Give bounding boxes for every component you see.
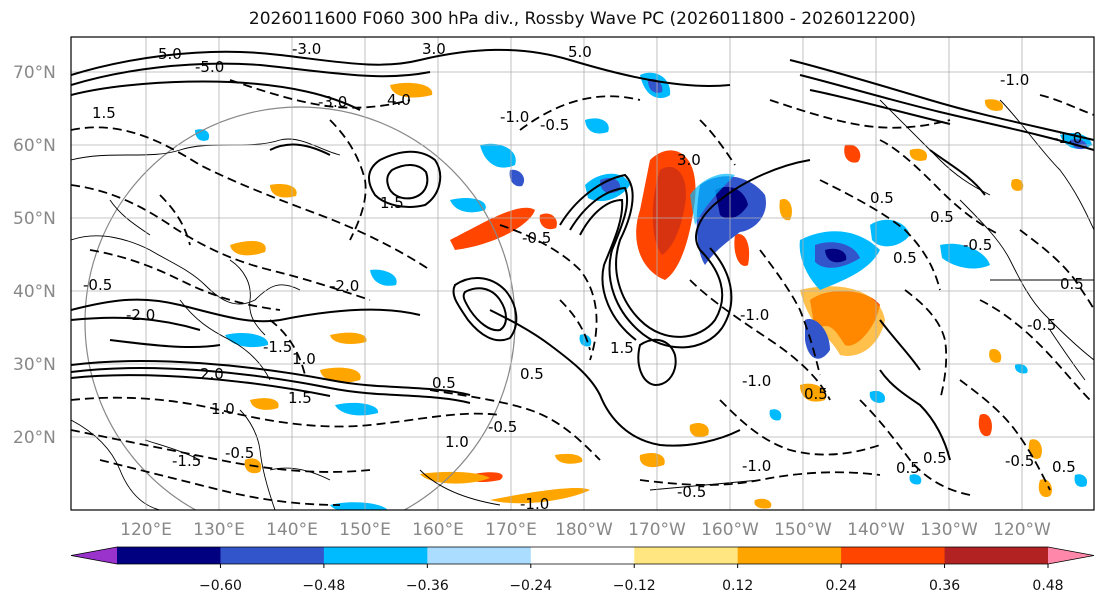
svg-text:-0.5: -0.5: [522, 229, 551, 247]
colorbar-tick-label: 0.48: [1032, 578, 1063, 594]
lat-label: 20°N: [13, 428, 56, 448]
svg-text:4.0: 4.0: [387, 91, 411, 109]
colorbar-segment: [117, 547, 221, 564]
lon-label: 130°W: [920, 520, 978, 540]
lon-label: 130°E: [193, 520, 245, 540]
colorbar-segment: [220, 547, 325, 564]
lon-label: 150°E: [339, 520, 391, 540]
lon-label: 140°E: [266, 520, 318, 540]
colorbar-tick-label: 0.24: [826, 578, 857, 594]
svg-text:-0.5: -0.5: [1005, 452, 1034, 470]
map-panel: [71, 37, 1094, 510]
svg-text:0.5: 0.5: [923, 449, 947, 467]
svg-text:-3.0: -3.0: [318, 93, 347, 111]
svg-text:0.5: 0.5: [896, 459, 920, 477]
colorbar-segment: [427, 547, 532, 564]
svg-text:0.5: 0.5: [1052, 458, 1076, 476]
svg-text:-1.0: -1.0: [1053, 129, 1082, 147]
svg-text:3.0: 3.0: [677, 151, 701, 169]
lat-label: 30°N: [13, 355, 56, 375]
colorbar-tick-label: −0.48: [302, 578, 345, 594]
colorbar-extend-low: [71, 547, 117, 564]
svg-text:-1.0: -1.0: [520, 495, 549, 513]
colorbar-segment: [323, 547, 428, 564]
lat-label: 60°N: [13, 136, 56, 156]
svg-text:-1.0: -1.0: [740, 306, 769, 324]
map-frame: [70, 36, 1095, 511]
svg-text:0.5: 0.5: [893, 249, 917, 267]
graticule: [71, 37, 1094, 510]
svg-text:0.5: 0.5: [1060, 275, 1084, 293]
colorbar-tick-label: 0.12: [722, 578, 753, 594]
svg-text:-0.5: -0.5: [677, 483, 706, 501]
colorbar-extend-high: [1048, 547, 1094, 564]
svg-text:-0.5: -0.5: [83, 276, 112, 294]
lat-label: 40°N: [13, 282, 56, 302]
svg-text:0.5: 0.5: [930, 208, 954, 226]
svg-text:-1.0: -1.0: [742, 457, 771, 475]
lon-label: 120°E: [120, 520, 172, 540]
svg-text:-1.0: -1.0: [742, 372, 771, 390]
colorbar: [70, 546, 1095, 565]
svg-text:-0.5: -0.5: [540, 116, 569, 134]
colorbar-tick-label: 0.36: [929, 578, 960, 594]
colorbar-ticks: −0.60 −0.48 −0.36 −0.24 −0.12 0.12 0.24 0.36 0.4…: [199, 564, 1064, 594]
lon-label: 160°E: [412, 520, 464, 540]
colorbar-segment: [737, 547, 842, 564]
svg-text:3.0: 3.0: [422, 40, 446, 58]
positive-contours: [71, 48, 1094, 461]
svg-text:-2.0: -2.0: [330, 277, 359, 295]
svg-text:-1.5: -1.5: [263, 338, 292, 356]
contour-labels: 5.0 -3.0 3.0 5.0 -5.0 4.0 1.5 -3.0 -1.0 …: [83, 40, 1084, 513]
svg-text:0.5: 0.5: [804, 385, 828, 403]
colorbar-segment: [944, 547, 1049, 564]
svg-text:0.5: 0.5: [520, 365, 544, 383]
svg-text:5.0: 5.0: [568, 43, 592, 61]
colorbar-segment: [530, 547, 635, 564]
colorbar-tick-label: −0.60: [199, 578, 242, 594]
svg-text:-1.0: -1.0: [500, 108, 529, 126]
colorbar-segment: [841, 547, 946, 564]
svg-text:0.5: 0.5: [870, 189, 894, 207]
lat-label: 50°N: [13, 209, 56, 229]
svg-text:-1.5: -1.5: [172, 452, 201, 470]
lon-label: 160°W: [701, 520, 759, 540]
svg-text:-1.0: -1.0: [1000, 71, 1029, 89]
colorbar-tick-label: −0.24: [509, 578, 552, 594]
svg-text:1.5: 1.5: [380, 194, 404, 212]
svg-text:-0.5: -0.5: [1027, 316, 1056, 334]
svg-text:0.5: 0.5: [432, 374, 456, 392]
colorbar-tick-label: −0.12: [613, 578, 656, 594]
negative-contours: [71, 79, 1094, 506]
colorbar-outline: [70, 546, 1095, 565]
lat-label: 70°N: [13, 63, 56, 83]
svg-text:1.0: 1.0: [445, 433, 469, 451]
longitude-labels: 120°E 130°E 140°E 150°E 160°E 170°E 180°…: [120, 520, 1051, 540]
figure-title: 2026011600 F060 300 hPa div., Rossby Wav…: [248, 9, 917, 29]
lon-label: 180°W: [555, 520, 613, 540]
svg-text:1.5: 1.5: [610, 339, 634, 357]
svg-text:1.5: 1.5: [92, 104, 116, 122]
svg-text:1.0: 1.0: [211, 400, 235, 418]
svg-text:-5.0: -5.0: [195, 58, 224, 76]
svg-text:1.5: 1.5: [288, 389, 312, 407]
latitude-labels: 70°N 60°N 50°N 40°N 30°N 20°N: [13, 63, 56, 448]
svg-text:1.0: 1.0: [292, 350, 316, 368]
svg-text:-2.0: -2.0: [126, 306, 155, 324]
lon-label: 170°W: [628, 520, 686, 540]
svg-text:-0.5: -0.5: [963, 236, 992, 254]
lon-label: 170°E: [485, 520, 537, 540]
lon-label: 150°W: [774, 520, 832, 540]
svg-text:2.0: 2.0: [200, 365, 224, 383]
lon-label: 120°W: [993, 520, 1051, 540]
svg-text:-0.5: -0.5: [225, 444, 254, 462]
colorbar-segment: [634, 547, 739, 564]
colorbar-tick-label: −0.36: [406, 578, 449, 594]
svg-text:-3.0: -3.0: [292, 40, 321, 58]
lon-label: 140°W: [847, 520, 905, 540]
svg-text:-0.5: -0.5: [488, 418, 517, 436]
svg-text:5.0: 5.0: [158, 45, 182, 63]
